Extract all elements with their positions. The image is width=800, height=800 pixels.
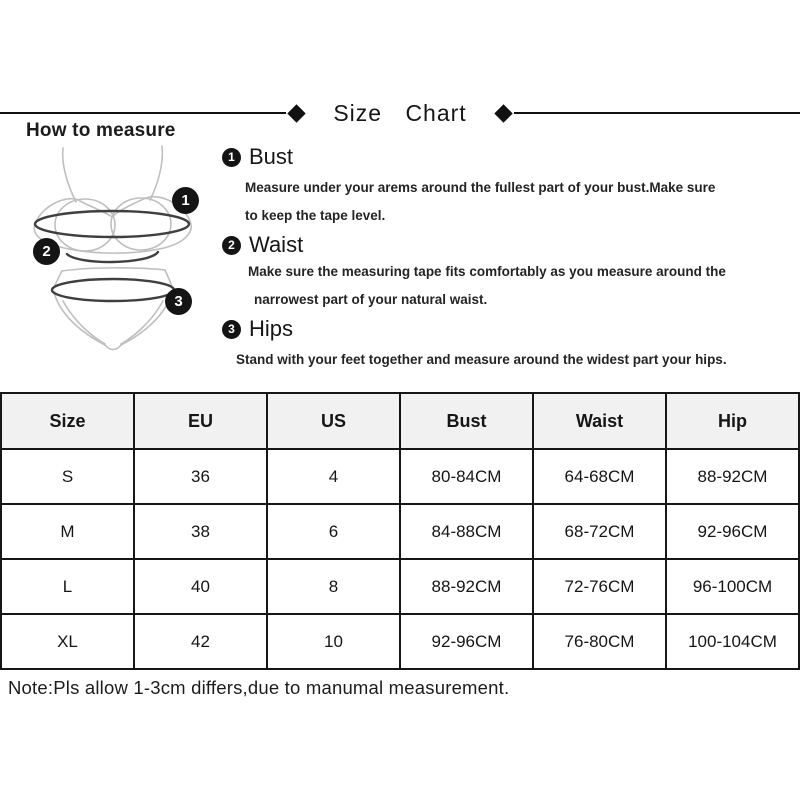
table-cell: S xyxy=(0,448,135,505)
waist-description: Make sure the measuring tape fits comfor… xyxy=(222,258,794,313)
waist-description-line: narrowest part of your natural waist. xyxy=(254,291,488,307)
waist-measure-line xyxy=(65,250,160,264)
diamond-icon xyxy=(493,103,513,123)
table-cell: 64-68CM xyxy=(532,448,667,505)
col-header-eu: EU xyxy=(133,392,268,450)
table-row: M 38 6 84-88CM 68-72CM 92-96CM xyxy=(0,503,800,560)
table-row: L 40 8 88-92CM 72-76CM 96-100CM xyxy=(0,558,800,615)
table-cell: 88-92CM xyxy=(399,558,534,615)
hip-measure-line xyxy=(50,277,176,303)
waist-number-badge: 2 xyxy=(222,235,241,255)
table-cell: 80-84CM xyxy=(399,448,534,505)
hips-title: Hips xyxy=(249,316,294,341)
table-cell: M xyxy=(0,503,135,560)
table-cell: 38 xyxy=(133,503,268,560)
title-rule-right xyxy=(513,112,800,114)
col-header-hip: Hip xyxy=(665,392,800,450)
bust-description-line: Measure under your arems around the full… xyxy=(245,180,716,195)
table-cell: 88-92CM xyxy=(665,448,800,505)
bust-number-badge: 1 xyxy=(222,147,241,167)
waist-title: Waist xyxy=(249,232,304,257)
table-cell: 72-76CM xyxy=(532,558,667,615)
size-table: Size EU US Bust Waist Hip S 36 4 80-84CM… xyxy=(0,392,800,670)
table-cell: 42 xyxy=(133,613,268,670)
table-cell: 4 xyxy=(266,448,401,505)
measure-point-3-badge: 3 xyxy=(165,288,192,315)
title-rule-left xyxy=(0,112,287,114)
table-cell: 68-72CM xyxy=(532,503,667,560)
table-header-row: Size EU US Bust Waist Hip xyxy=(0,392,800,450)
section-waist: 2 Waist Make sure the measuring tape fit… xyxy=(222,232,794,313)
section-waist-header: 2 Waist xyxy=(222,232,794,258)
measurement-note: Note:Pls allow 1-3cm differs,due to manu… xyxy=(8,677,510,698)
table-cell: L xyxy=(0,558,135,615)
section-hips: 3 Hips Stand with your feet together and… xyxy=(222,316,794,374)
table-cell: 40 xyxy=(133,558,268,615)
bust-description-line: to keep the tape level. xyxy=(245,207,386,223)
table-cell: 76-80CM xyxy=(532,613,667,670)
table-cell: 6 xyxy=(266,503,401,560)
bust-title: Bust xyxy=(249,144,294,169)
diamond-icon xyxy=(287,103,307,123)
col-header-size: Size xyxy=(0,392,135,450)
table-cell: 36 xyxy=(133,448,268,505)
title-bar: Size Chart xyxy=(0,99,800,126)
bust-description: Measure under your arems around the full… xyxy=(222,174,794,229)
hips-description-line: Stand with your feet together and measur… xyxy=(236,352,727,367)
table-row: S 36 4 80-84CM 64-68CM 88-92CM xyxy=(0,448,800,505)
page-title: Size Chart xyxy=(333,99,467,126)
section-bust-header: 1 Bust xyxy=(222,144,794,170)
hips-description: Stand with your feet together and measur… xyxy=(222,346,794,374)
waist-description-line: Make sure the measuring tape fits comfor… xyxy=(248,264,726,279)
section-bust: 1 Bust Measure under your arems around t… xyxy=(222,144,794,229)
table-row: XL 42 10 92-96CM 76-80CM 100-104CM xyxy=(0,613,800,670)
table-cell: 92-96CM xyxy=(399,613,534,670)
how-to-measure-heading: How to measure xyxy=(26,120,176,141)
bikini-illustration: 1 2 3 xyxy=(15,140,220,365)
table-cell: 100-104CM xyxy=(665,613,800,670)
table-cell: 10 xyxy=(266,613,401,670)
col-header-waist: Waist xyxy=(532,392,667,450)
hips-number-badge: 3 xyxy=(222,319,241,339)
table-cell: 8 xyxy=(266,558,401,615)
measure-point-2-badge: 2 xyxy=(33,238,60,265)
table-cell: 84-88CM xyxy=(399,503,534,560)
col-header-us: US xyxy=(266,392,401,450)
bust-measure-line xyxy=(33,209,191,239)
measure-point-1-badge: 1 xyxy=(172,187,199,214)
table-cell: 92-96CM xyxy=(665,503,800,560)
table-cell: XL xyxy=(0,613,135,670)
section-hips-header: 3 Hips xyxy=(222,316,794,342)
col-header-bust: Bust xyxy=(399,392,534,450)
table-cell: 96-100CM xyxy=(665,558,800,615)
